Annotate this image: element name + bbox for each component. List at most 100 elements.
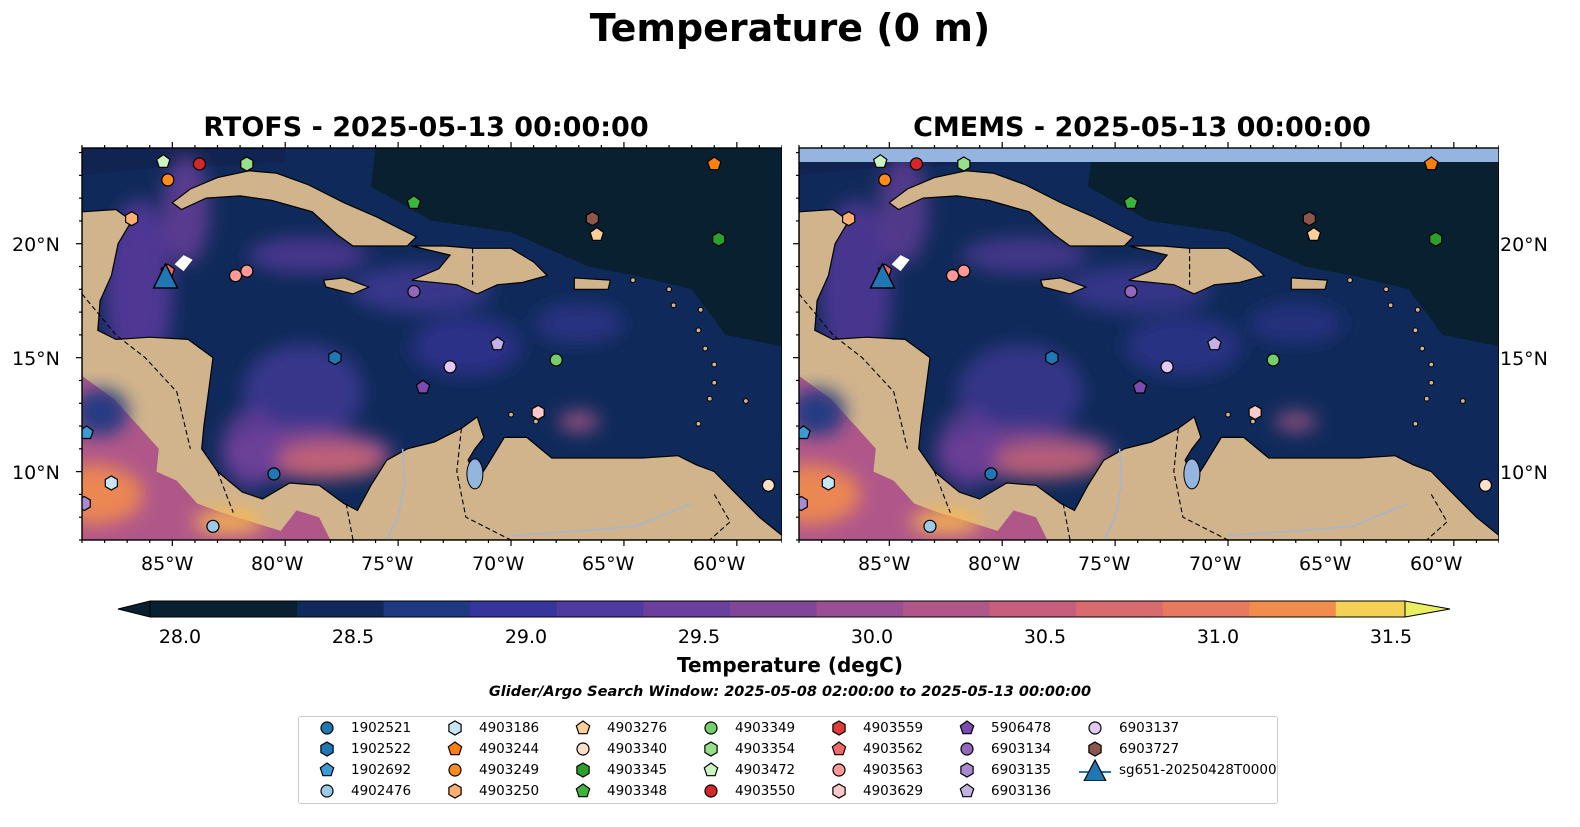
argo-marker-4903249 [878, 173, 892, 187]
argo-marker-5906478 [415, 379, 431, 394]
legend-marker-4903563 [832, 763, 846, 777]
argo-marker-5906478 [1132, 379, 1148, 394]
land-cuba [171, 170, 418, 247]
argo-marker-6903136 [1207, 336, 1222, 351]
lon-tick-label: 60°W [693, 553, 746, 575]
argo-marker-4903250 [841, 211, 856, 227]
argo-marker-4903563 [228, 269, 243, 283]
legend-marker-4903244 [447, 741, 463, 756]
lake-maracaibo [466, 458, 484, 490]
argo-marker-4903354 [240, 156, 254, 172]
colorbar-tick-label: 30.0 [850, 626, 894, 648]
legend-label: 5906478 [991, 720, 1052, 736]
legend-label: 1902522 [351, 741, 412, 757]
colorbar-tick-label: 28.5 [331, 626, 375, 648]
argo-marker-4903244 [1423, 156, 1439, 171]
lon-tick-label: 70°W [1189, 553, 1242, 575]
legend-marker-1902692 [319, 762, 335, 777]
legend: 1902521 1902522 1902692 4902476 4903186 49032… [298, 716, 1278, 804]
legend-marker-4903340 [576, 742, 590, 756]
colorbar-bin [297, 601, 385, 617]
argo-marker-4903563 [945, 269, 960, 283]
legend-marker-4903250 [448, 783, 462, 799]
colorbar-extend-high [1404, 600, 1451, 618]
no-data-band [799, 148, 1499, 162]
legend-marker-4903276 [575, 720, 591, 735]
colorbar-bin [470, 601, 558, 617]
legend-marker-1902522 [320, 741, 334, 757]
argo-marker-4903349 [1266, 353, 1280, 367]
colorbar-tick-label: 31.0 [1196, 626, 1240, 648]
legend-label: 6903137 [1119, 720, 1180, 736]
colorbar-bin [150, 601, 298, 617]
legend-label: 4902476 [351, 783, 412, 799]
legend-label: 4903472 [735, 762, 796, 778]
colorbar-bin [643, 601, 731, 617]
legend-label: 6903134 [991, 741, 1052, 757]
legend-label: 4903249 [479, 762, 540, 778]
legend-label: 4903550 [735, 783, 796, 799]
colorbar-bin [1076, 601, 1164, 617]
argo-marker-6903727 [585, 211, 600, 227]
colorbar-bin [989, 601, 1077, 617]
legend-label: 4903349 [735, 720, 796, 736]
argo-marker-4903276 [589, 226, 605, 241]
colorbar-tick-label: 29.0 [504, 626, 548, 648]
legend-marker-6903136 [959, 783, 975, 798]
legend-marker-4903629 [832, 783, 846, 799]
panel-title-rtofs: RTOFS - 2025-05-13 00:00:00 [203, 112, 649, 143]
colorbar-bin [903, 601, 991, 617]
argo-marker-4903186 [104, 475, 119, 491]
argo-marker-4903629 [1248, 404, 1262, 421]
lat-tick-label: 20°N [1500, 234, 1548, 256]
argo-marker-1902692 [799, 425, 811, 440]
glider-marker [152, 262, 179, 289]
argo-marker-4903340 [761, 478, 776, 492]
legend-marker-4903249 [448, 763, 462, 777]
argo-marker-6903137 [443, 360, 457, 374]
argo-marker-1902521 [984, 467, 998, 481]
argo-marker-4903348 [406, 194, 422, 210]
colorbar-bin [383, 601, 471, 617]
figure-title: Temperature (0 m) [589, 6, 991, 50]
lon-tick-label: 80°W [251, 553, 304, 575]
land-puerto-rico [573, 277, 612, 290]
legend-label: 6903727 [1119, 741, 1180, 757]
land-jamaica [1039, 277, 1088, 295]
pacific-ocean-field [799, 375, 1048, 540]
colorbar-tick-label: 31.5 [1369, 626, 1413, 648]
argo-marker-6903134 [1124, 284, 1138, 299]
argo-marker-6903137 [1160, 360, 1174, 374]
colorbar-bin [816, 601, 904, 617]
lon-tick-label: 80°W [968, 553, 1021, 575]
legend-label: 4903562 [863, 741, 924, 757]
colorbar-bin [729, 601, 817, 617]
legend-marker-4903472 [703, 762, 719, 777]
legend-marker-sg651-20250428T0000 [1083, 759, 1107, 781]
argo-marker-6903134 [407, 284, 421, 299]
argo-marker-4903340 [1478, 478, 1493, 492]
argo-marker-4903550 [192, 157, 207, 171]
colorbar-bin [1249, 601, 1337, 617]
lat-tick-label: 15°N [1500, 348, 1548, 370]
legend-marker-5906478 [959, 720, 975, 735]
legend-marker-4903550 [704, 784, 718, 798]
argo-marker-1902521 [267, 467, 281, 481]
legend-label: 4903340 [607, 741, 668, 757]
temperature-colorbar [117, 600, 1451, 618]
argo-marker-6903135 [799, 495, 808, 512]
lon-tick-label: 75°W [361, 553, 414, 575]
legend-marker-1902521 [320, 721, 334, 735]
legend-marker-4903562 [831, 741, 847, 756]
lake-maracaibo [1183, 458, 1201, 490]
legend-marker-4903348 [575, 783, 591, 798]
argo-marker-4903250 [124, 211, 139, 227]
argo-marker-4903348 [1123, 194, 1139, 210]
lat-tick-label: 10°N [12, 462, 60, 484]
search-window-caption: Glider/Argo Search Window: 2025-05-08 02… [488, 684, 1092, 700]
argo-marker-4903354 [957, 156, 971, 172]
legend-label: 4903348 [607, 783, 668, 799]
legend-marker-6903135 [960, 762, 974, 778]
colorbar-tick-label: 28.0 [158, 626, 202, 648]
argo-marker-6903135 [82, 495, 91, 512]
